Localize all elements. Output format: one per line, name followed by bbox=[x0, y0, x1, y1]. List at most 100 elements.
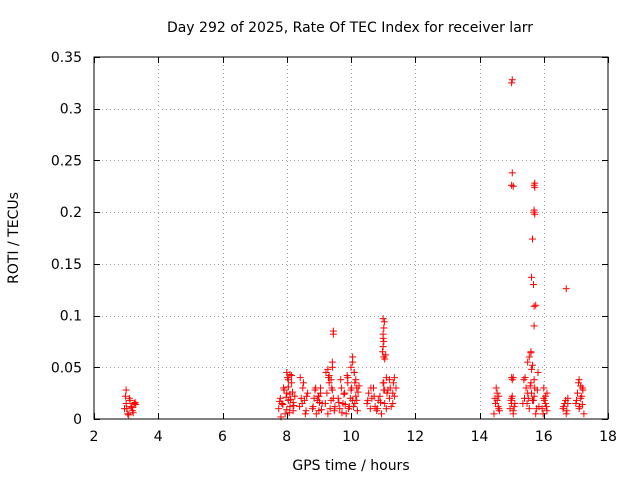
data-point bbox=[341, 401, 349, 409]
data-point bbox=[326, 405, 334, 413]
data-point bbox=[538, 405, 546, 413]
data-point bbox=[351, 399, 359, 407]
x-tick-labels: 2 4 6 8 10 12 14 16 18 bbox=[90, 429, 617, 445]
data-point bbox=[378, 348, 386, 356]
data-point bbox=[541, 392, 549, 400]
data-point bbox=[377, 398, 385, 406]
x-tick-label: 18 bbox=[599, 429, 617, 445]
data-point bbox=[532, 301, 540, 309]
data-point bbox=[131, 398, 139, 406]
data-point bbox=[575, 376, 583, 384]
data-point bbox=[347, 363, 355, 371]
data-point bbox=[390, 392, 398, 400]
data-point bbox=[315, 392, 323, 400]
data-point bbox=[352, 376, 360, 384]
data-point bbox=[530, 376, 538, 384]
data-point bbox=[572, 399, 580, 407]
data-point bbox=[284, 383, 292, 391]
data-point bbox=[532, 410, 540, 418]
data-point bbox=[316, 384, 324, 392]
data-point bbox=[288, 379, 296, 387]
data-point bbox=[126, 396, 134, 404]
data-point bbox=[543, 407, 551, 415]
data-point bbox=[543, 389, 551, 397]
data-point bbox=[381, 355, 389, 363]
data-point bbox=[291, 392, 299, 400]
data-point bbox=[380, 379, 388, 387]
data-point bbox=[530, 302, 538, 310]
data-point bbox=[301, 410, 309, 418]
data-point bbox=[290, 402, 298, 410]
data-point bbox=[573, 389, 581, 397]
data-point bbox=[509, 182, 517, 190]
data-point bbox=[312, 410, 320, 418]
data-point bbox=[311, 386, 319, 394]
data-point bbox=[578, 401, 586, 409]
data-point bbox=[540, 384, 548, 392]
data-point bbox=[509, 374, 517, 382]
data-point bbox=[531, 384, 539, 392]
data-point bbox=[381, 386, 389, 394]
data-point bbox=[276, 397, 284, 405]
data-point bbox=[531, 210, 539, 218]
data-point bbox=[350, 403, 358, 411]
data-point bbox=[508, 392, 516, 400]
data-point bbox=[289, 407, 297, 415]
data-point bbox=[379, 315, 387, 323]
data-point bbox=[540, 396, 548, 404]
x-axis-label: GPS time / hours bbox=[292, 458, 409, 474]
data-point bbox=[389, 399, 397, 407]
data-point bbox=[562, 410, 570, 418]
y-tick-label: 0.2 bbox=[60, 205, 82, 221]
data-point bbox=[522, 384, 530, 392]
data-point bbox=[380, 318, 388, 326]
data-point bbox=[286, 403, 294, 411]
data-point bbox=[528, 389, 536, 397]
data-point bbox=[381, 399, 389, 407]
data-point bbox=[283, 406, 291, 414]
y-tick-label: 0.05 bbox=[51, 360, 82, 376]
data-point bbox=[323, 389, 331, 397]
data-point bbox=[529, 361, 537, 369]
data-point bbox=[525, 405, 533, 413]
data-point bbox=[390, 374, 398, 382]
data-point bbox=[562, 285, 570, 293]
axis-ticks bbox=[94, 57, 609, 420]
data-point bbox=[128, 404, 136, 412]
data-point bbox=[367, 384, 375, 392]
data-point bbox=[298, 399, 306, 407]
data-point bbox=[379, 343, 387, 351]
data-point bbox=[325, 372, 333, 380]
data-point bbox=[335, 398, 343, 406]
data-point bbox=[282, 393, 290, 401]
data-point bbox=[529, 235, 537, 243]
data-point bbox=[122, 386, 130, 394]
data-point bbox=[334, 394, 342, 402]
data-points bbox=[121, 76, 588, 421]
data-point bbox=[527, 349, 535, 357]
data-point bbox=[346, 394, 354, 402]
data-point bbox=[121, 392, 129, 400]
data-point bbox=[508, 76, 516, 84]
data-point bbox=[529, 281, 537, 289]
data-point bbox=[494, 403, 502, 411]
data-point bbox=[563, 407, 571, 415]
data-point bbox=[530, 206, 538, 214]
y-tick-label: 0 bbox=[73, 412, 82, 428]
data-point bbox=[338, 409, 346, 417]
data-point bbox=[317, 406, 325, 414]
data-point bbox=[324, 365, 332, 373]
data-point bbox=[279, 401, 287, 409]
data-point bbox=[527, 379, 535, 387]
data-point bbox=[328, 358, 336, 366]
data-point bbox=[341, 389, 349, 397]
data-point bbox=[534, 368, 542, 376]
data-point bbox=[286, 390, 294, 398]
data-point bbox=[303, 392, 311, 400]
x-tick-label: 6 bbox=[218, 429, 227, 445]
data-point bbox=[495, 392, 503, 400]
data-point bbox=[302, 407, 310, 415]
y-tick-label: 0.1 bbox=[60, 309, 82, 325]
data-point bbox=[389, 379, 397, 387]
data-point bbox=[493, 396, 501, 404]
